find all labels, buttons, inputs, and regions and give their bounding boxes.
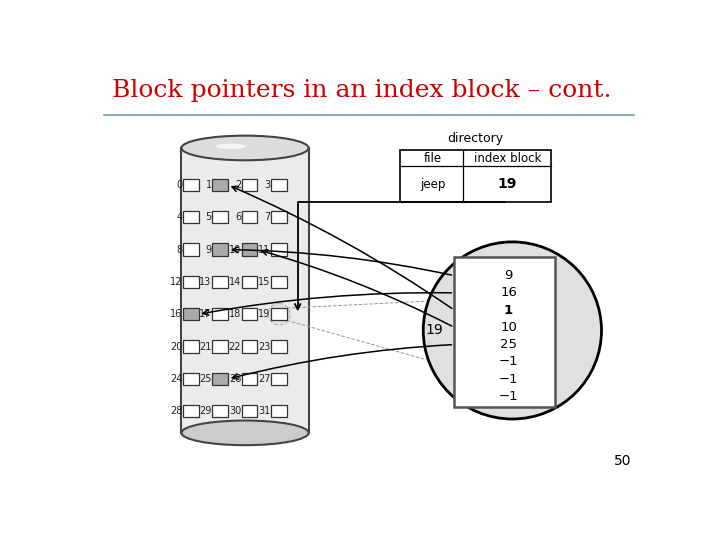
Bar bbox=[271, 405, 287, 417]
Bar bbox=[183, 340, 199, 353]
Text: 31: 31 bbox=[258, 406, 271, 416]
Bar bbox=[212, 211, 228, 224]
Text: 0: 0 bbox=[176, 180, 182, 190]
Text: 10: 10 bbox=[500, 321, 517, 334]
Bar bbox=[212, 308, 228, 320]
Text: 5: 5 bbox=[205, 212, 212, 222]
Text: index block: index block bbox=[474, 152, 541, 165]
Bar bbox=[271, 211, 287, 224]
Bar bbox=[271, 276, 287, 288]
Ellipse shape bbox=[216, 144, 246, 149]
Text: 26: 26 bbox=[229, 374, 241, 384]
Text: 25: 25 bbox=[500, 338, 517, 351]
Bar bbox=[183, 211, 199, 224]
Text: 12: 12 bbox=[170, 277, 182, 287]
Polygon shape bbox=[181, 148, 309, 433]
Text: 19: 19 bbox=[258, 309, 271, 319]
Text: 2: 2 bbox=[235, 180, 241, 190]
Text: 19: 19 bbox=[498, 177, 517, 191]
Text: 16: 16 bbox=[170, 309, 182, 319]
Text: 29: 29 bbox=[199, 406, 212, 416]
Text: 13: 13 bbox=[199, 277, 212, 287]
Bar bbox=[242, 244, 258, 256]
Text: 20: 20 bbox=[170, 342, 182, 352]
Bar bbox=[271, 340, 287, 353]
Bar bbox=[183, 405, 199, 417]
Bar bbox=[212, 244, 228, 256]
Text: 1: 1 bbox=[205, 180, 212, 190]
Text: 30: 30 bbox=[229, 406, 241, 416]
Bar bbox=[242, 179, 258, 191]
Bar bbox=[212, 179, 228, 191]
Text: 4: 4 bbox=[176, 212, 182, 222]
Text: 24: 24 bbox=[170, 374, 182, 384]
Bar bbox=[212, 340, 228, 353]
Bar bbox=[212, 405, 228, 417]
Text: 3: 3 bbox=[264, 180, 271, 190]
Bar bbox=[271, 373, 287, 385]
Text: 9: 9 bbox=[205, 245, 212, 254]
Text: Block pointers in an index block – cont.: Block pointers in an index block – cont. bbox=[112, 79, 611, 102]
Text: 15: 15 bbox=[258, 277, 271, 287]
Bar bbox=[212, 373, 228, 385]
Text: 23: 23 bbox=[258, 342, 271, 352]
Text: directory: directory bbox=[448, 132, 503, 145]
Text: 19: 19 bbox=[426, 323, 443, 338]
Text: 16: 16 bbox=[500, 286, 517, 299]
Text: 21: 21 bbox=[199, 342, 212, 352]
Text: 11: 11 bbox=[258, 245, 271, 254]
Bar bbox=[183, 373, 199, 385]
Circle shape bbox=[423, 242, 601, 419]
Bar bbox=[242, 340, 258, 353]
Text: −1: −1 bbox=[499, 373, 518, 386]
Bar bbox=[183, 179, 199, 191]
Bar bbox=[183, 244, 199, 256]
Text: 28: 28 bbox=[170, 406, 182, 416]
Bar bbox=[271, 244, 287, 256]
Text: 10: 10 bbox=[229, 245, 241, 254]
Ellipse shape bbox=[181, 421, 309, 445]
Text: 50: 50 bbox=[613, 454, 631, 468]
Bar bbox=[242, 373, 258, 385]
Text: 18: 18 bbox=[229, 309, 241, 319]
Bar bbox=[183, 308, 199, 320]
Text: 8: 8 bbox=[176, 245, 182, 254]
Text: −1: −1 bbox=[499, 355, 518, 368]
Text: 9: 9 bbox=[504, 269, 513, 282]
Text: jeep: jeep bbox=[420, 178, 446, 191]
Bar bbox=[242, 211, 258, 224]
Text: 14: 14 bbox=[229, 277, 241, 287]
Bar bbox=[400, 150, 551, 202]
Text: 6: 6 bbox=[235, 212, 241, 222]
Bar bbox=[242, 405, 258, 417]
Text: −1: −1 bbox=[499, 390, 518, 403]
Text: 7: 7 bbox=[264, 212, 271, 222]
Text: 17: 17 bbox=[199, 309, 212, 319]
Bar bbox=[454, 257, 555, 408]
Ellipse shape bbox=[181, 136, 309, 160]
Bar bbox=[183, 276, 199, 288]
Bar bbox=[271, 308, 287, 320]
Text: 27: 27 bbox=[258, 374, 271, 384]
Text: 25: 25 bbox=[199, 374, 212, 384]
Bar bbox=[271, 179, 287, 191]
Text: 1: 1 bbox=[504, 303, 513, 316]
Bar bbox=[242, 276, 258, 288]
Bar bbox=[242, 308, 258, 320]
Text: file: file bbox=[424, 152, 442, 165]
Bar bbox=[212, 276, 228, 288]
Text: 22: 22 bbox=[229, 342, 241, 352]
Circle shape bbox=[269, 303, 290, 325]
